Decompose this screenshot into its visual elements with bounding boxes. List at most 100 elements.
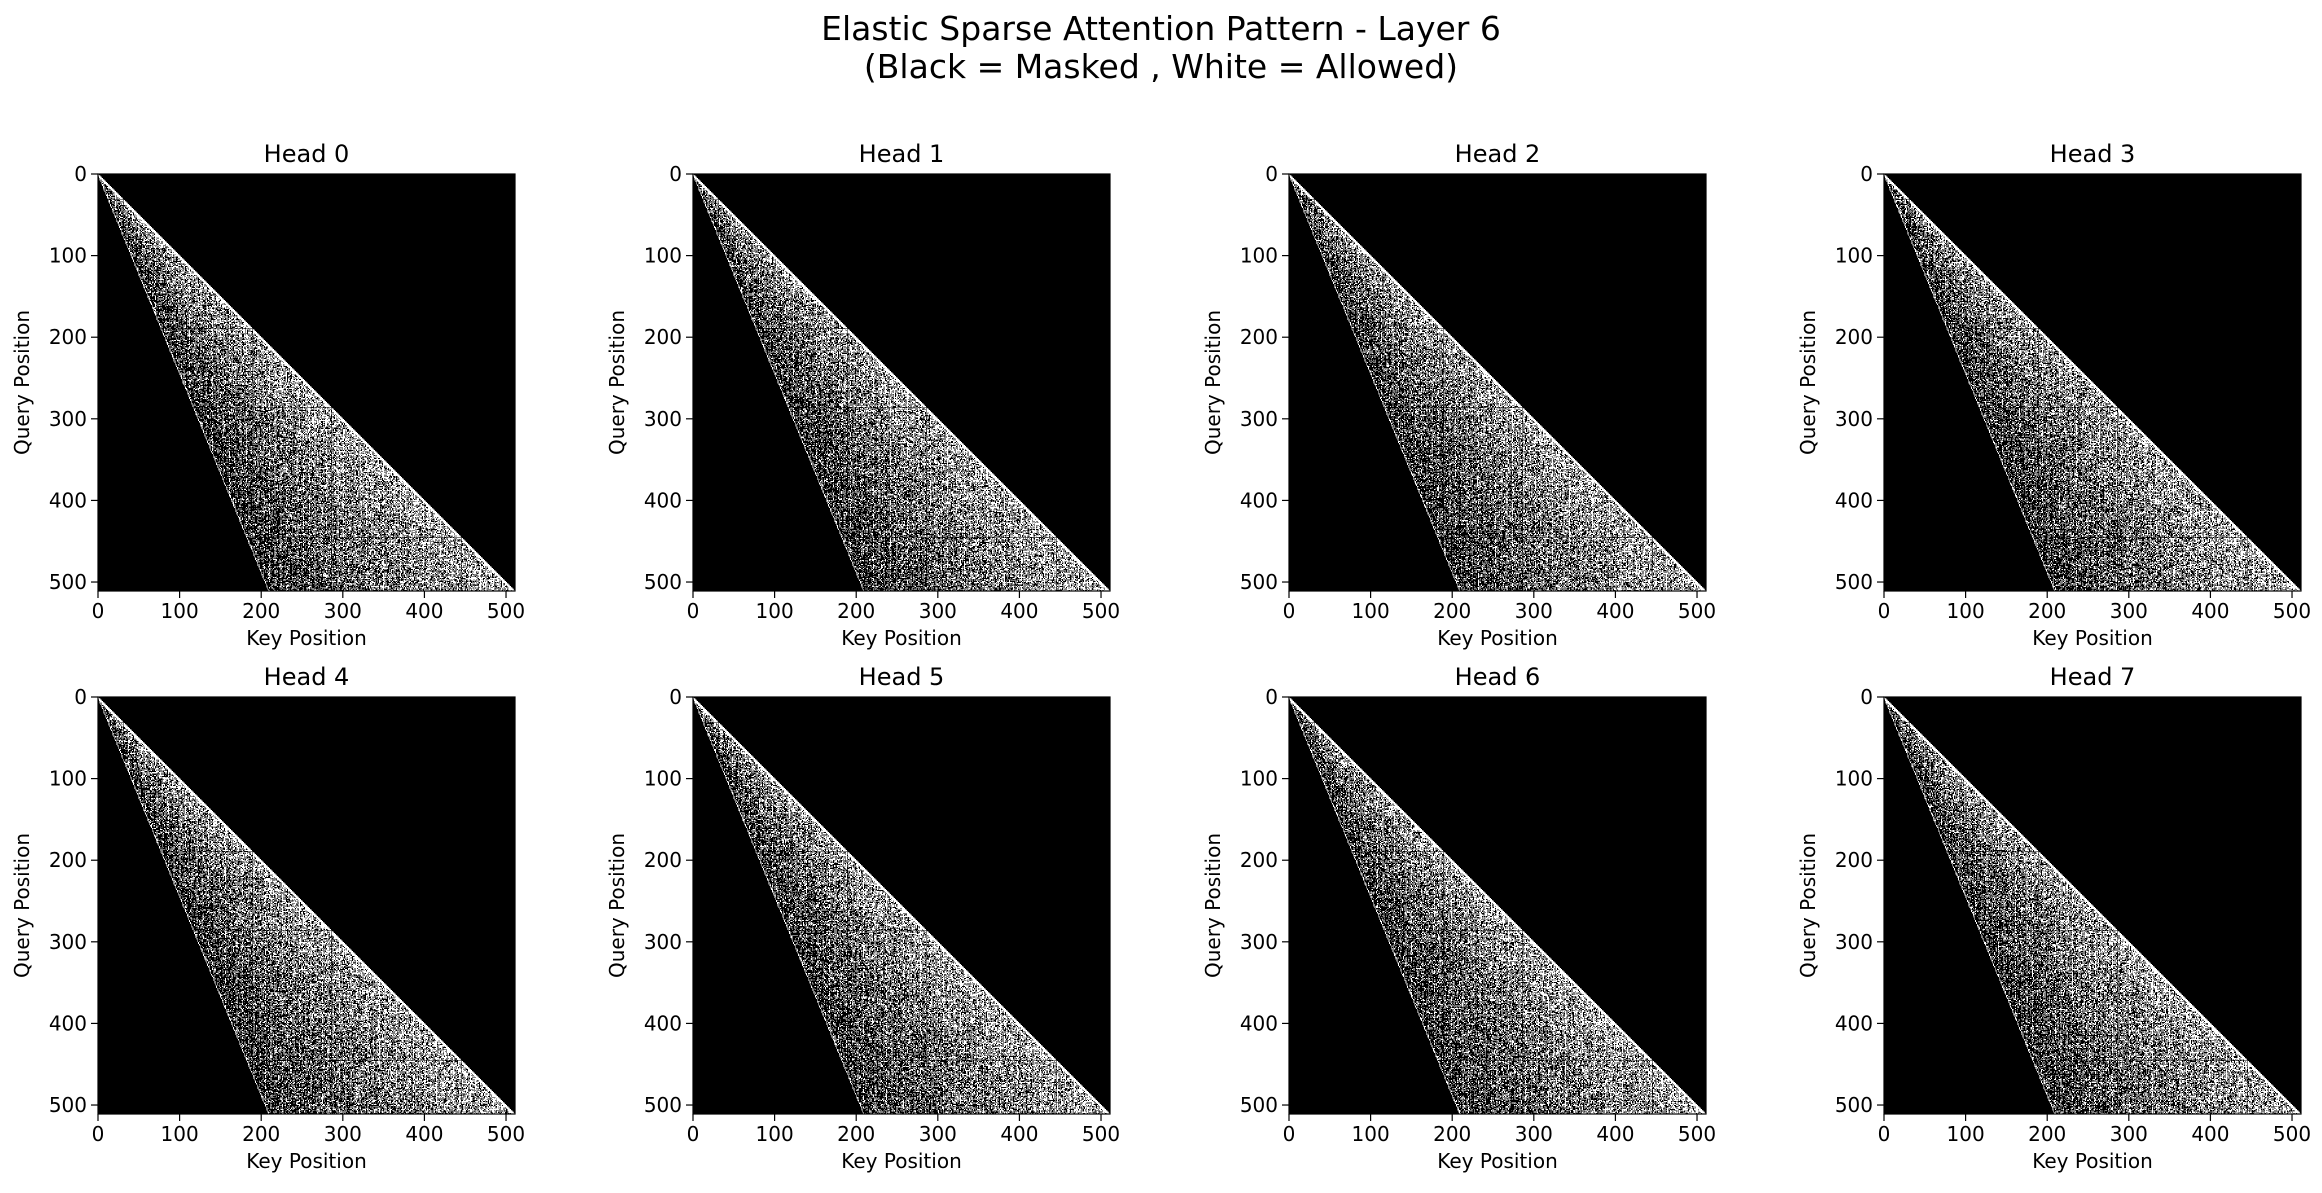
x-tick-label: 200 xyxy=(1433,599,1471,623)
axes-frame xyxy=(97,173,516,592)
y-axis-label: Query Position xyxy=(605,833,629,978)
allowed-pattern xyxy=(98,697,515,1114)
x-tick-label: 200 xyxy=(837,599,875,623)
panel-head-3: Head 30 100 200 300 400 5000100200300400500Ke… xyxy=(1796,140,2311,650)
axes-frame xyxy=(1883,696,2302,1115)
x-tick-label: 200 xyxy=(2028,1122,2066,1146)
panel-title: Head 6 xyxy=(1455,663,1541,691)
y-axis-label: Query Position xyxy=(10,833,34,978)
x-tick-label: 400 xyxy=(405,1122,443,1146)
x-axis-label: Key Position xyxy=(841,1149,962,1173)
x-axis-label: Key Position xyxy=(1437,626,1558,650)
x-tick-label: 100 xyxy=(1947,1122,1985,1146)
x-tick-label: 300 xyxy=(919,1122,957,1146)
panels-container: Head 00 100 200 300 400 5000100200300400500Ke… xyxy=(10,140,2311,1173)
y-tick-label: 100 xyxy=(1240,767,1278,791)
x-tick-label: 0 xyxy=(92,599,105,623)
x-tick-label: 300 xyxy=(1515,1122,1553,1146)
y-tick-label: 300 xyxy=(49,407,87,431)
x-tick-label: 200 xyxy=(242,599,280,623)
y-tick-label: 500 xyxy=(1240,1093,1278,1117)
x-tick-label: 500 xyxy=(1678,599,1716,623)
axes-frame xyxy=(1883,173,2302,592)
y-tick-label: 200 xyxy=(1240,848,1278,872)
y-tick-label: 500 xyxy=(1835,570,1873,594)
y-tick-label: 500 xyxy=(1240,570,1278,594)
x-tick-label: 200 xyxy=(837,1122,875,1146)
x-tick-label: 500 xyxy=(487,1122,525,1146)
y-tick-label: 200 xyxy=(1835,325,1873,349)
allowed-pattern xyxy=(1289,697,1706,1114)
x-tick-label: 400 xyxy=(1000,599,1038,623)
panel-head-6: Head 60 100 200 300 400 5000100200300400500Ke… xyxy=(1201,663,1716,1173)
y-tick-label: 500 xyxy=(49,570,87,594)
panel-title: Head 2 xyxy=(1455,140,1541,168)
x-tick-label: 500 xyxy=(2273,1122,2311,1146)
y-tick-label: 400 xyxy=(1240,488,1278,512)
axes-frame xyxy=(97,696,516,1115)
x-tick-label: 500 xyxy=(1678,1122,1716,1146)
x-tick-label: 400 xyxy=(1596,1122,1634,1146)
x-tick-label: 0 xyxy=(1283,599,1296,623)
axes-frame xyxy=(692,696,1111,1115)
y-tick-label: 400 xyxy=(1835,488,1873,512)
y-axis-label: Query Position xyxy=(1201,833,1225,978)
x-tick-label: 200 xyxy=(1433,1122,1471,1146)
panel-head-1: Head 10 100 200 300 400 5000100200300400500Ke… xyxy=(605,140,1120,650)
y-tick-label: 0 xyxy=(1265,162,1278,186)
axes-frame xyxy=(1288,173,1707,592)
allowed-pattern xyxy=(693,174,1110,591)
y-tick-label: 400 xyxy=(644,488,682,512)
y-tick-label: 200 xyxy=(49,325,87,349)
x-tick-label: 0 xyxy=(687,599,700,623)
allowed-pattern xyxy=(1884,174,2301,591)
y-axis-label: Query Position xyxy=(605,310,629,455)
x-tick-label: 400 xyxy=(2191,1122,2229,1146)
panel-title: Head 4 xyxy=(264,663,350,691)
y-tick-label: 200 xyxy=(1835,848,1873,872)
axes-frame xyxy=(692,173,1111,592)
y-tick-label: 200 xyxy=(644,325,682,349)
x-tick-label: 100 xyxy=(1947,599,1985,623)
allowed-pattern xyxy=(693,697,1110,1114)
y-tick-label: 100 xyxy=(644,244,682,268)
x-tick-label: 200 xyxy=(2028,599,2066,623)
x-tick-label: 0 xyxy=(1878,1122,1891,1146)
y-tick-label: 500 xyxy=(1835,1093,1873,1117)
x-tick-label: 400 xyxy=(405,599,443,623)
figure-title-line1: Elastic Sparse Attention Pattern - Layer… xyxy=(821,9,1501,48)
y-tick-label: 300 xyxy=(1240,930,1278,954)
y-tick-label: 200 xyxy=(644,848,682,872)
y-tick-label: 0 xyxy=(669,685,682,709)
x-axis-label: Key Position xyxy=(246,626,367,650)
y-tick-label: 500 xyxy=(644,570,682,594)
panel-head-7: Head 70 100 200 300 400 5000100200300400500Ke… xyxy=(1796,663,2311,1173)
y-tick-label: 0 xyxy=(669,162,682,186)
panel-title: Head 3 xyxy=(2050,140,2136,168)
x-tick-label: 0 xyxy=(1283,1122,1296,1146)
y-tick-label: 300 xyxy=(644,407,682,431)
y-tick-label: 100 xyxy=(49,244,87,268)
y-tick-label: 300 xyxy=(1835,930,1873,954)
x-tick-label: 300 xyxy=(324,599,362,623)
y-tick-label: 400 xyxy=(1835,1011,1873,1035)
x-tick-label: 500 xyxy=(487,599,525,623)
x-tick-label: 100 xyxy=(161,599,199,623)
y-tick-label: 500 xyxy=(49,1093,87,1117)
x-axis-label: Key Position xyxy=(246,1149,367,1173)
y-tick-label: 300 xyxy=(644,930,682,954)
y-tick-label: 0 xyxy=(74,685,87,709)
x-tick-label: 100 xyxy=(756,599,794,623)
panel-head-5: Head 50 100 200 300 400 5000100200300400500Ke… xyxy=(605,663,1120,1173)
y-tick-label: 300 xyxy=(1240,407,1278,431)
figure-title-line2: (Black = Masked , White = Allowed) xyxy=(864,47,1458,86)
x-tick-label: 300 xyxy=(2110,599,2148,623)
y-tick-label: 200 xyxy=(1240,325,1278,349)
y-tick-label: 0 xyxy=(74,162,87,186)
x-tick-label: 300 xyxy=(919,599,957,623)
panel-head-0: Head 00 100 200 300 400 5000100200300400500Ke… xyxy=(10,140,525,650)
axes-frame xyxy=(1288,696,1707,1115)
y-tick-label: 100 xyxy=(644,767,682,791)
y-axis-label: Query Position xyxy=(1796,310,1820,455)
